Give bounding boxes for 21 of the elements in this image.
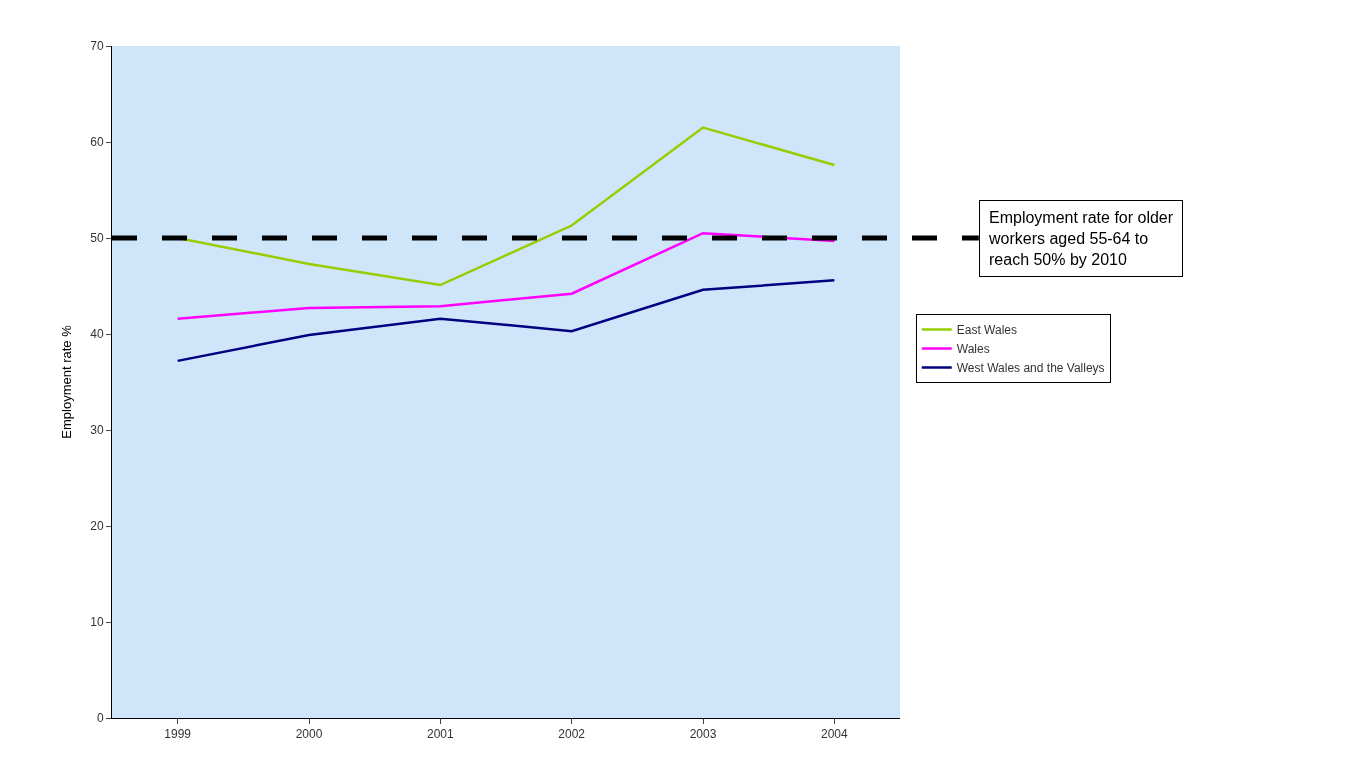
- y-tick-label: 0: [96, 711, 104, 726]
- y-tick-label: 10: [90, 615, 104, 630]
- y-axis-title: Employment rate %: [59, 324, 75, 439]
- y-tick-label: 50: [90, 231, 104, 246]
- legend-label: West Wales and the Valleys: [956, 361, 1105, 376]
- y-tick-label: 20: [90, 519, 104, 534]
- line-series: [176, 278, 836, 363]
- y-tick-label: 30: [90, 423, 104, 438]
- x-tick-label: 2003: [689, 727, 717, 742]
- x-tick-label: 2000: [295, 727, 323, 742]
- legend-label: Wales: [956, 342, 990, 357]
- ref-line-label: Employment rate for older workers aged 55-64 to reach 50% by 2010: [988, 209, 1174, 268]
- y-tick-label: 70: [90, 39, 104, 54]
- x-tick-label: 1999: [164, 727, 192, 742]
- y-tick-label: 40: [90, 327, 104, 342]
- x-tick-label: 2002: [558, 727, 586, 742]
- y-tick-label: 60: [90, 135, 104, 150]
- x-tick-label: 2001: [426, 727, 454, 742]
- legend-label: East Wales: [956, 323, 1018, 338]
- line-series: [176, 231, 836, 320]
- x-tick-label: 2004: [820, 727, 848, 742]
